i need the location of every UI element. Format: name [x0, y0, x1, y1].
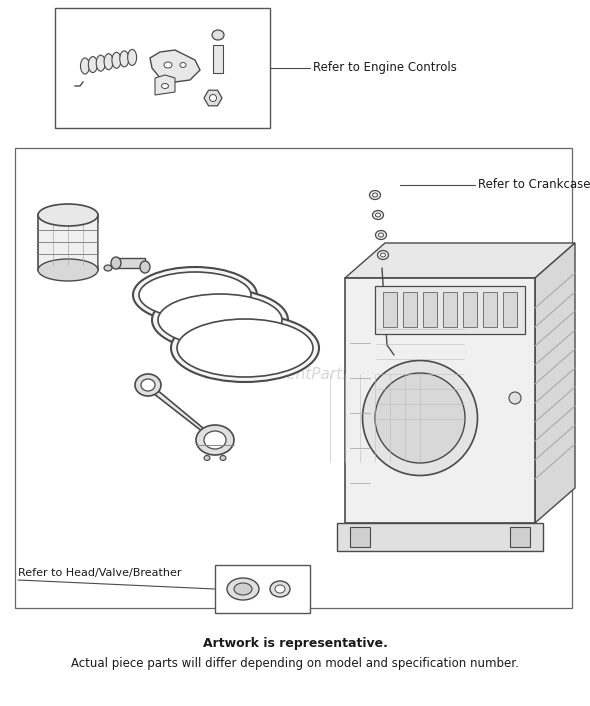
- Ellipse shape: [509, 392, 521, 404]
- Bar: [337, 523, 543, 551]
- Ellipse shape: [80, 58, 90, 74]
- Ellipse shape: [111, 257, 121, 269]
- Ellipse shape: [209, 95, 217, 102]
- Ellipse shape: [112, 52, 121, 68]
- Ellipse shape: [38, 259, 98, 281]
- Text: Actual piece parts will differ depending on model and specification number.: Actual piece parts will differ depending…: [71, 657, 519, 671]
- Bar: [38, 215, 98, 270]
- Ellipse shape: [158, 294, 282, 346]
- Bar: [483, 292, 497, 327]
- Ellipse shape: [88, 56, 97, 73]
- Ellipse shape: [275, 585, 285, 593]
- Ellipse shape: [171, 314, 319, 382]
- Ellipse shape: [375, 373, 465, 463]
- Ellipse shape: [362, 361, 477, 476]
- Ellipse shape: [164, 62, 172, 68]
- Ellipse shape: [204, 455, 210, 460]
- Bar: [350, 527, 370, 547]
- Polygon shape: [535, 243, 575, 523]
- Text: eReplacementParts.com: eReplacementParts.com: [202, 368, 388, 383]
- Ellipse shape: [177, 319, 313, 377]
- Ellipse shape: [96, 55, 105, 71]
- Ellipse shape: [379, 233, 384, 237]
- Ellipse shape: [204, 431, 226, 449]
- Ellipse shape: [120, 51, 129, 67]
- Ellipse shape: [372, 193, 378, 197]
- Ellipse shape: [378, 251, 388, 260]
- Bar: [423, 292, 437, 327]
- Bar: [403, 292, 417, 327]
- Text: Artwork is representative.: Artwork is representative.: [202, 638, 388, 650]
- Bar: [345, 278, 535, 523]
- Ellipse shape: [375, 213, 381, 217]
- Ellipse shape: [127, 49, 137, 66]
- Ellipse shape: [135, 374, 161, 396]
- Ellipse shape: [133, 267, 257, 323]
- Bar: [383, 292, 397, 327]
- Ellipse shape: [104, 54, 113, 70]
- Text: Refer to Engine Controls: Refer to Engine Controls: [313, 61, 457, 75]
- Ellipse shape: [140, 261, 150, 273]
- Ellipse shape: [270, 581, 290, 597]
- Bar: [443, 292, 457, 327]
- Bar: [503, 292, 517, 327]
- Ellipse shape: [152, 289, 288, 351]
- Bar: [213, 45, 223, 73]
- Polygon shape: [345, 243, 575, 278]
- Ellipse shape: [212, 30, 224, 40]
- Ellipse shape: [104, 265, 112, 271]
- Bar: [116, 258, 145, 268]
- Ellipse shape: [38, 204, 98, 226]
- Ellipse shape: [375, 230, 386, 239]
- Bar: [375, 286, 525, 334]
- Ellipse shape: [196, 425, 234, 455]
- Ellipse shape: [139, 272, 251, 318]
- Bar: [463, 292, 477, 327]
- Bar: [510, 527, 530, 547]
- Ellipse shape: [369, 191, 381, 200]
- Ellipse shape: [234, 583, 252, 595]
- Ellipse shape: [220, 455, 226, 460]
- Ellipse shape: [162, 83, 169, 88]
- Text: Refer to Crankcase: Refer to Crankcase: [478, 179, 590, 191]
- Ellipse shape: [227, 578, 259, 600]
- Polygon shape: [150, 50, 200, 82]
- Ellipse shape: [180, 63, 186, 68]
- Ellipse shape: [381, 253, 385, 257]
- Polygon shape: [140, 383, 227, 448]
- Text: Refer to Head/Valve/Breather: Refer to Head/Valve/Breather: [18, 568, 182, 578]
- Polygon shape: [15, 148, 572, 608]
- Bar: [55, 8, 270, 128]
- Polygon shape: [155, 75, 175, 95]
- Ellipse shape: [141, 379, 155, 391]
- Bar: [215, 565, 310, 613]
- Ellipse shape: [372, 210, 384, 220]
